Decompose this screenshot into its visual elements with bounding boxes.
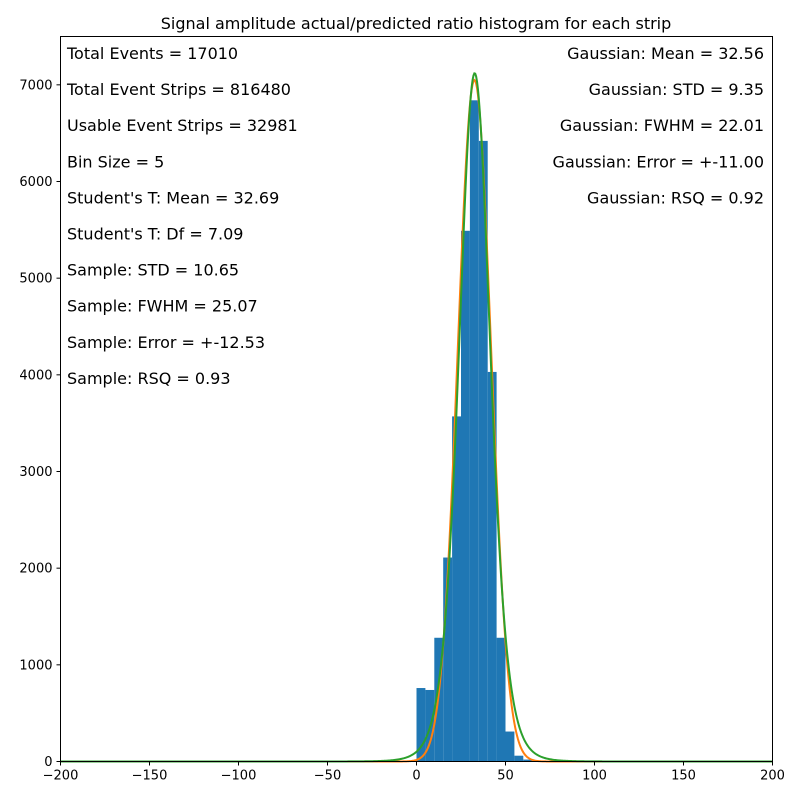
histogram-bar xyxy=(496,637,506,762)
histogram-bar xyxy=(461,230,470,762)
x-tick-label: −150 xyxy=(132,769,168,784)
x-tick-label: 50 xyxy=(497,769,514,784)
annotation-right: Gaussian: STD = 9.35 xyxy=(589,80,764,99)
x-axis: −200 −150 −100 −50 0 50 100 150 200 xyxy=(43,761,785,784)
annotation-left: Sample: RSQ = 0.93 xyxy=(67,369,231,388)
annotation-left: Usable Event Strips = 32981 xyxy=(67,116,298,135)
y-tick-label: 3000 xyxy=(19,465,52,480)
annotation-left: Sample: FWHM = 25.07 xyxy=(67,297,258,316)
x-tick-label: −100 xyxy=(221,769,257,784)
histogram-bar xyxy=(523,759,533,762)
annotation-left: Sample: STD = 10.65 xyxy=(67,261,239,280)
histogram-bar xyxy=(443,557,453,762)
annotation-right: Gaussian: Mean = 32.56 xyxy=(567,44,764,63)
x-tick-label: 200 xyxy=(760,769,785,784)
y-tick-label: 7000 xyxy=(19,78,52,93)
histogram-bar xyxy=(416,688,426,762)
annotation-left: Total Events = 17010 xyxy=(66,44,238,63)
annotation-left: Total Event Strips = 816480 xyxy=(66,80,291,99)
y-tick-label: 4000 xyxy=(19,368,52,383)
annotation-left: Student's T: Mean = 32.69 xyxy=(67,188,279,207)
histogram-bar xyxy=(487,371,497,762)
x-tick-label: −200 xyxy=(43,769,79,784)
x-tick-label: −50 xyxy=(314,769,341,784)
annotation-right: Gaussian: FWHM = 22.01 xyxy=(560,116,764,135)
y-tick-label: 5000 xyxy=(19,272,52,287)
x-tick-label: 100 xyxy=(582,769,607,784)
y-tick-label: 6000 xyxy=(19,175,52,190)
plot-frame xyxy=(60,36,773,762)
histogram-bar xyxy=(452,416,461,762)
histogram-bar xyxy=(505,731,515,762)
histogram-bar xyxy=(469,100,479,762)
x-tick-label: 150 xyxy=(671,769,696,784)
annotation-left: Student's T: Df = 7.09 xyxy=(67,225,243,244)
histogram-bar xyxy=(478,140,488,762)
annotation-left: Bin Size = 5 xyxy=(67,152,164,171)
x-tick-label: 0 xyxy=(412,769,420,784)
annotation-left: Sample: Error = +-12.53 xyxy=(67,333,265,352)
y-axis: 0 1000 2000 3000 4000 5000 6000 7000 xyxy=(19,78,61,770)
histogram-bar xyxy=(514,755,524,762)
y-tick-label: 0 xyxy=(44,755,52,770)
annotation-right: Gaussian: Error = +-11.00 xyxy=(553,152,764,171)
annotations: Total Events = 17010 Total Event Strips =… xyxy=(66,44,764,388)
y-tick-label: 1000 xyxy=(19,658,52,673)
y-tick-label: 2000 xyxy=(19,562,52,577)
annotation-right: Gaussian: RSQ = 0.92 xyxy=(587,188,764,207)
chart-title: Signal amplitude actual/predicted ratio … xyxy=(161,14,672,33)
